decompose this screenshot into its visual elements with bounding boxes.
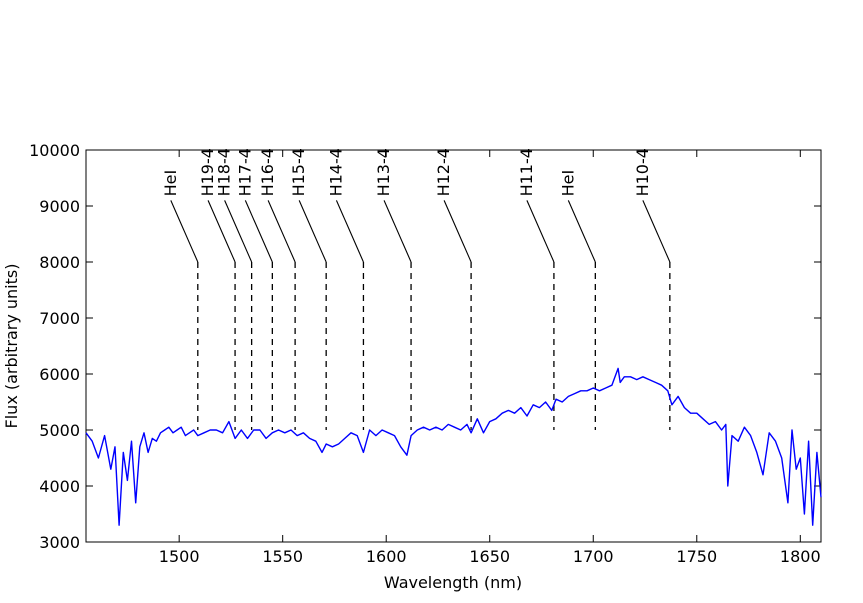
annotation-label: H19-4 [198,148,217,196]
x-tick-label: 1750 [676,547,717,566]
annotation-label: H11-4 [517,148,536,196]
x-tick-label: 1800 [780,547,821,566]
annotation-label: HeI [161,170,180,197]
annotation-label: H14-4 [326,148,345,196]
annotation-leader-line [224,200,253,263]
x-tick-label: 1550 [262,547,303,566]
y-tick-label: 4000 [39,477,80,496]
x-tick-label: 1500 [159,547,200,566]
x-axis-label: Wavelength (nm) [384,573,522,592]
y-tick-label: 10000 [29,141,80,160]
annotation-leader-line [335,200,364,263]
annotation-label: H16-4 [258,148,277,196]
annotation-label: H17-4 [235,148,254,196]
annotation-leader-line [267,200,296,263]
y-axis-ticks: 3000 4000 5000 6000 7000 8000 9000 10000 [29,141,821,552]
x-tick-label: 1700 [573,547,614,566]
annotation-label: HeI [558,170,577,197]
annotation-leader-line [383,200,412,263]
y-tick-label: 8000 [39,253,80,272]
annotation-leader-line [244,200,273,263]
annotation-label: H12-4 [434,148,453,196]
y-tick-label: 5000 [39,421,80,440]
x-tick-label: 1600 [366,547,407,566]
annotation-leader-line [298,200,327,263]
annotation-leader-line [642,200,671,263]
x-tick-label: 1650 [469,547,510,566]
spectrum-series-line [85,367,822,526]
annotation-label: H13-4 [374,148,393,196]
y-tick-label: 9000 [39,197,80,216]
annotation-leader-line [443,200,472,263]
annotation-leader-line [567,200,596,263]
x-axis-ticks: 1500 1550 1600 1650 1700 1750 1800 [159,150,821,566]
annotation-leader-line [170,200,199,263]
annotation-leader-line [526,200,555,263]
annotation-label: H15-4 [289,148,308,196]
annotation-label: H18-4 [215,148,234,196]
y-axis-label: Flux (arbitrary units) [2,264,21,429]
y-tick-label: 3000 [39,533,80,552]
y-tick-label: 6000 [39,365,80,384]
plot-area [85,149,822,543]
annotation-label: H10-4 [633,148,652,196]
annotation-leader-line [207,200,236,263]
y-tick-label: 7000 [39,309,80,328]
